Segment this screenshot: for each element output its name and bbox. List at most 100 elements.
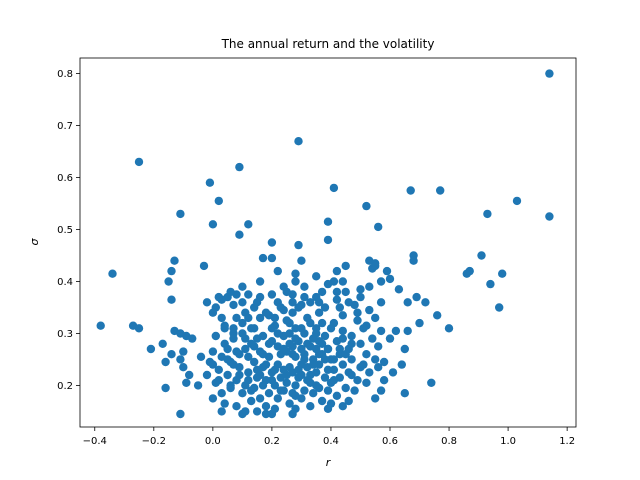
data-point [285,318,294,328]
data-point [421,298,430,307]
data-point [297,324,306,333]
data-point [185,370,194,380]
data-point [291,391,300,400]
data-point [320,303,330,312]
data-point [338,360,347,369]
data-point [285,329,294,338]
data-point [188,334,197,343]
data-point [353,376,362,385]
data-point [371,394,380,403]
data-point [247,396,256,406]
data-point [427,378,436,387]
data-point [362,378,371,387]
data-point [238,318,247,328]
data-point [170,256,179,265]
data-point [353,308,362,317]
data-point [341,261,350,271]
data-point [320,373,330,382]
data-point [329,365,339,374]
data-point [208,347,218,356]
data-point [235,370,244,380]
data-point [379,376,389,385]
data-point [486,279,495,289]
data-point [317,318,327,328]
data-point [309,334,318,343]
data-point [350,386,359,395]
data-point [229,360,238,369]
data-point [214,365,223,374]
data-point [291,269,300,278]
data-point [371,261,380,271]
data-point [146,344,156,354]
data-point [365,368,374,377]
data-point [220,324,229,333]
data-point [300,386,309,395]
data-point [244,368,253,377]
data-point [477,251,486,260]
x-tick-label: 1.2 [559,436,575,447]
data-point [202,370,212,380]
data-point [264,389,274,398]
data-point [261,409,271,419]
data-point [176,209,185,219]
data-point [208,360,218,369]
data-point [300,282,309,291]
data-point [376,298,386,307]
data-point [235,350,244,359]
data-point [483,209,492,219]
data-point [229,324,238,333]
data-point [176,355,185,364]
data-point [223,344,232,354]
data-point [208,394,218,403]
data-point [368,334,377,343]
data-point [317,339,327,348]
data-point [444,324,454,333]
y-tick-label: 0.5 [57,225,73,236]
data-point [323,217,333,226]
data-point [356,292,365,302]
data-point [158,339,167,348]
data-point [335,344,344,354]
data-point [300,292,309,302]
data-point [193,381,203,390]
data-point [176,409,185,419]
chart-title: The annual return and the volatility [221,37,435,51]
data-point [255,370,265,380]
data-point [238,298,247,307]
x-axis-label: r [326,456,332,469]
data-point [208,308,218,317]
data-point [258,253,268,263]
data-point [244,220,253,229]
data-point [400,344,409,354]
y-tick-label: 0.8 [57,69,73,80]
data-point [264,339,274,348]
data-point [202,298,212,307]
data-point [344,396,353,406]
data-point [267,290,277,299]
data-point [329,376,339,385]
y-tick-label: 0.4 [57,277,73,288]
data-point [332,266,342,276]
data-point [161,383,170,393]
data-point [326,324,336,333]
data-point [382,266,392,276]
data-point [303,376,312,385]
data-point [371,313,380,323]
data-point [267,324,277,333]
data-point [303,339,312,348]
data-point [338,334,347,343]
data-point [341,383,350,393]
data-point [167,350,176,359]
data-point [208,220,218,229]
data-point [258,381,268,390]
data-point [323,386,333,395]
data-point [385,274,395,284]
data-point [312,344,321,354]
x-tick-label: 0.6 [382,436,398,447]
data-point [279,344,288,354]
data-point [297,256,306,265]
data-point [255,277,265,286]
data-point [498,269,507,278]
data-point [359,360,368,369]
data-point [261,360,271,369]
